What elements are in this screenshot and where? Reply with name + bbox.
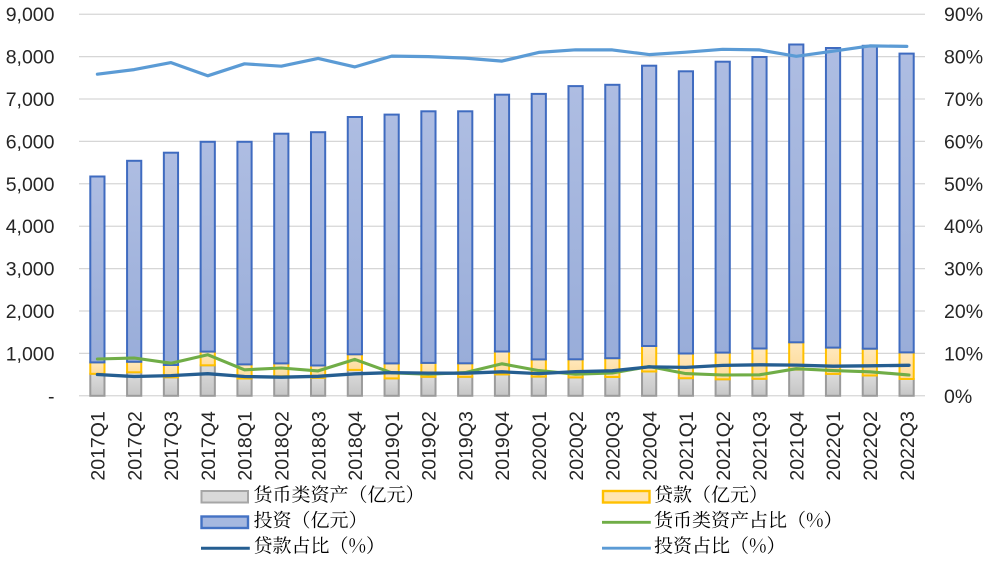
svg-text:2022Q2: 2022Q2: [860, 411, 882, 480]
svg-text:2017Q4: 2017Q4: [198, 411, 220, 481]
svg-text:2021Q4: 2021Q4: [787, 411, 809, 481]
svg-text:2018Q2: 2018Q2: [272, 411, 294, 480]
svg-text:10%: 10%: [944, 343, 983, 365]
svg-text:60%: 60%: [944, 131, 983, 153]
svg-text:2020Q1: 2020Q1: [529, 411, 551, 480]
svg-text:4,000: 4,000: [6, 216, 55, 238]
svg-text:2019Q2: 2019Q2: [419, 411, 441, 480]
svg-text:2018Q1: 2018Q1: [235, 411, 257, 480]
svg-text:9,000: 9,000: [6, 4, 55, 26]
svg-text:2021Q2: 2021Q2: [713, 411, 735, 480]
svg-text:2019Q3: 2019Q3: [455, 411, 477, 480]
svg-text:8,000: 8,000: [6, 47, 55, 69]
svg-text:2020Q4: 2020Q4: [639, 411, 661, 481]
svg-text:70%: 70%: [944, 89, 983, 111]
svg-text:2020Q3: 2020Q3: [603, 411, 625, 480]
svg-text:2019Q1: 2019Q1: [382, 411, 404, 480]
svg-text:2019Q4: 2019Q4: [492, 411, 514, 481]
svg-text:5,000: 5,000: [6, 174, 55, 196]
svg-text:2017Q2: 2017Q2: [124, 411, 146, 480]
svg-text:2018Q3: 2018Q3: [308, 411, 330, 480]
svg-text:20%: 20%: [944, 301, 983, 323]
svg-text:-: -: [48, 386, 55, 408]
svg-text:7,000: 7,000: [6, 89, 55, 111]
svg-text:1,000: 1,000: [6, 343, 55, 365]
svg-text:90%: 90%: [944, 4, 983, 26]
svg-text:2021Q3: 2021Q3: [750, 411, 772, 480]
svg-text:80%: 80%: [944, 47, 983, 69]
svg-text:2022Q1: 2022Q1: [823, 411, 845, 480]
svg-text:50%: 50%: [944, 174, 983, 196]
svg-text:6,000: 6,000: [6, 131, 55, 153]
svg-text:2017Q3: 2017Q3: [161, 411, 183, 480]
svg-text:2018Q4: 2018Q4: [345, 411, 367, 481]
svg-text:3,000: 3,000: [6, 259, 55, 281]
svg-text:2021Q1: 2021Q1: [676, 411, 698, 480]
svg-text:30%: 30%: [944, 259, 983, 281]
svg-text:2022Q3: 2022Q3: [897, 411, 919, 480]
svg-text:2,000: 2,000: [6, 301, 55, 323]
svg-text:0%: 0%: [944, 386, 972, 408]
svg-text:2017Q1: 2017Q1: [88, 411, 110, 480]
svg-text:2020Q2: 2020Q2: [566, 411, 588, 480]
svg-text:40%: 40%: [944, 216, 983, 238]
